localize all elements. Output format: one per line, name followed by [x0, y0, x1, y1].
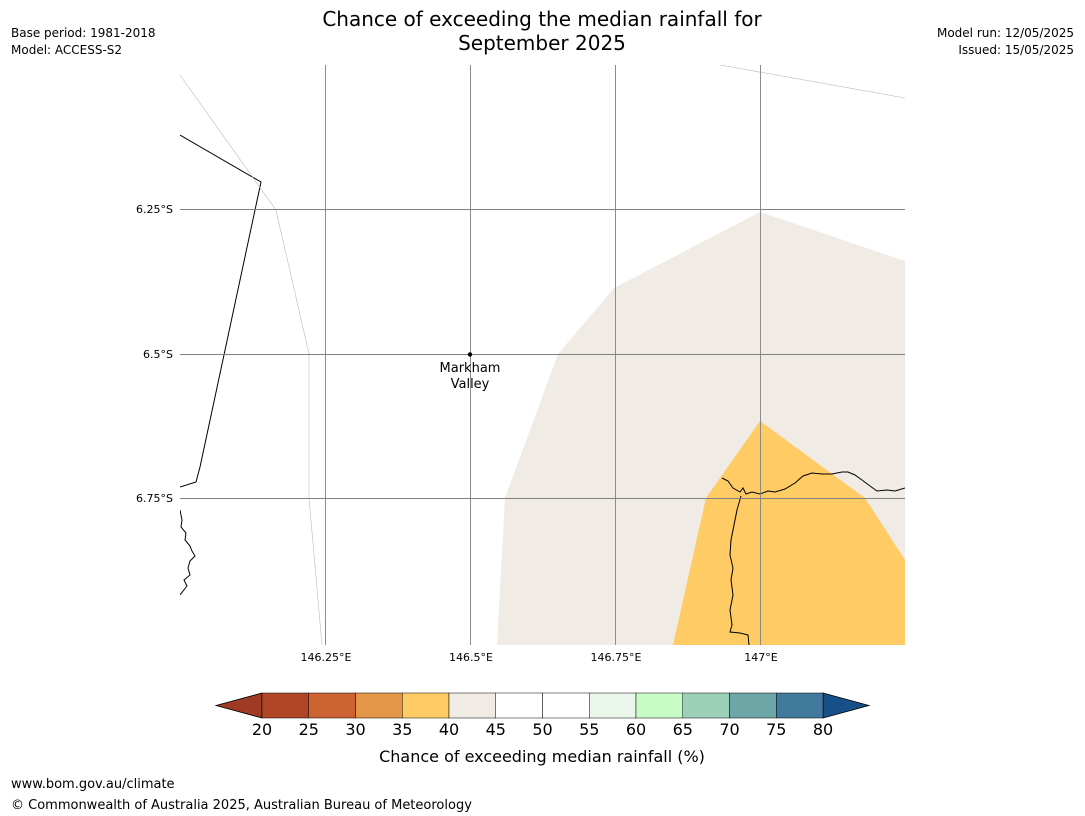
colorbar-tick-label: 75	[766, 720, 786, 739]
longitude-label: 146.5°E	[449, 651, 493, 664]
title-line-1: Chance of exceeding the median rainfall …	[322, 7, 762, 31]
province-boundary	[180, 134, 262, 488]
colorbar-tick-label: 40	[439, 720, 459, 739]
colorbar-segment	[402, 692, 450, 719]
colorbar-tick-label: 55	[579, 720, 599, 739]
colorbar-segment	[355, 692, 403, 719]
probability-zone-35-40	[673, 421, 905, 645]
model-info: Base period: 1981-2018 Model: ACCESS-S2	[11, 25, 156, 59]
border-lines	[180, 65, 905, 645]
run-info: Model run: 12/05/2025 Issued: 15/05/2025	[937, 25, 1074, 59]
colorbar-segment	[542, 692, 590, 719]
town-marker	[467, 352, 473, 357]
colorbar-tick-label: 60	[626, 720, 646, 739]
colorbar-segment	[635, 692, 683, 719]
copyright-notice: © Commonwealth of Australia 2025, Austra…	[11, 798, 472, 813]
colorbar-segment	[261, 692, 309, 719]
colorbar-segment	[682, 692, 730, 719]
coastline-west	[180, 509, 196, 596]
latitude-label: 6.75°S	[136, 492, 173, 505]
colorbar-segments	[261, 692, 824, 719]
town-label-line-1: Markham	[440, 361, 501, 376]
base-period: Base period: 1981-2018	[11, 26, 156, 40]
title-line-2: September 2025	[458, 31, 626, 55]
bom-url: www.bom.gov.au/climate	[11, 777, 175, 792]
colorbar-title: Chance of exceeding median rainfall (%)	[379, 747, 705, 766]
colorbar-tick-label: 35	[392, 720, 412, 739]
admin-boundary-thin	[180, 74, 323, 645]
model-run-date: Model run: 12/05/2025	[936, 26, 1074, 40]
colorbar-tick-label: 50	[532, 720, 552, 739]
colorbar-tick-label: 45	[486, 720, 506, 739]
colorbar-segment	[495, 692, 543, 719]
colorbar-tick-labels: 20 25 30 35 40 45 50 55 60 65 70 75 80	[252, 720, 833, 739]
longitude-label: 146.25°E	[301, 651, 352, 664]
river-line	[729, 495, 750, 645]
colorbar-tick-label: 25	[299, 720, 319, 739]
colorbar-tick-label: 70	[719, 720, 739, 739]
longitude-label: 147°E	[744, 651, 777, 664]
latitude-label: 6.25°S	[136, 203, 173, 216]
colorbar-tick-label: 30	[345, 720, 365, 739]
river-line	[721, 471, 905, 495]
colorbar-tick-label: 65	[673, 720, 693, 739]
colorbar-segment	[308, 692, 356, 719]
colorbar-segment	[776, 692, 824, 719]
latitude-label: 6.5°S	[143, 348, 173, 361]
admin-boundary-thin	[719, 65, 905, 99]
issued-date: Issued: 15/05/2025	[958, 43, 1074, 57]
town-label-line-2: Valley	[451, 377, 490, 392]
colorbar-tick-label: 20	[252, 720, 272, 739]
colorbar-segment	[589, 692, 637, 719]
colorbar-under-arrow	[214, 692, 263, 719]
colorbar-tick-label: 80	[813, 720, 833, 739]
footer: www.bom.gov.au/climate © Commonwealth of…	[11, 774, 472, 816]
map-title: Chance of exceeding the median rainfall …	[242, 7, 842, 55]
colorbar: 20 25 30 35 40 45 50 55 60 65 70 75 80 Chance of exc…	[214, 692, 871, 766]
map-panel: Markham Valley	[180, 65, 905, 645]
longitude-label: 146.75°E	[591, 651, 642, 664]
colorbar-over-arrow	[822, 692, 871, 719]
colorbar-segment	[729, 692, 777, 719]
colorbar-segment	[448, 692, 496, 719]
model-name: Model: ACCESS-S2	[11, 43, 123, 57]
